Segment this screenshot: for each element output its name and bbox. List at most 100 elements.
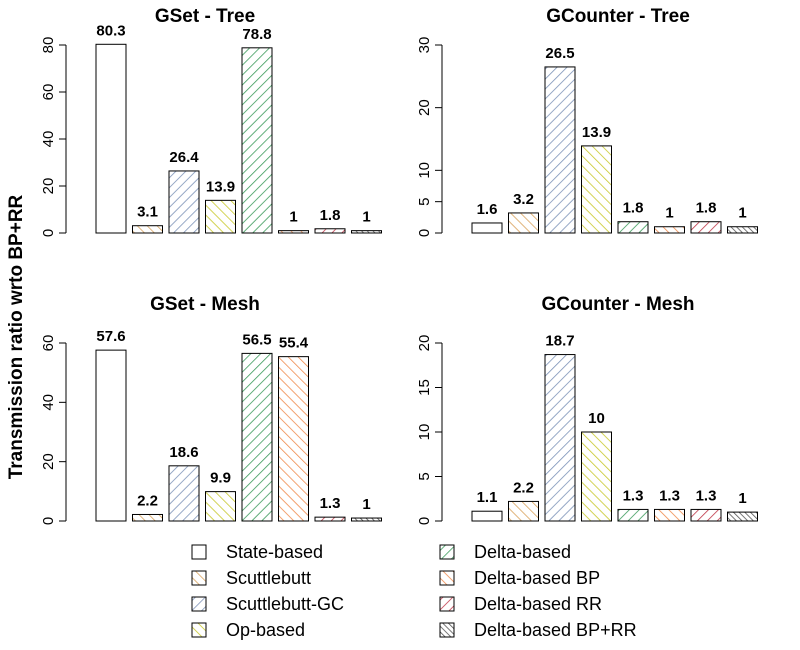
legend: State-based Scuttlebutt Scuttlebutt-GC Op-b… — [191, 542, 637, 640]
y-tick-label: 30 — [416, 37, 433, 54]
bar-state-based — [95, 43, 127, 234]
legend-label-delta-based-bp: Delta-based BP — [474, 568, 600, 588]
y-tick-label: 60 — [40, 84, 57, 101]
y-tick-label: 80 — [40, 37, 57, 54]
bar-delta-based — [617, 221, 649, 234]
y-tick-label: 0 — [416, 229, 433, 237]
y-tick-label: 20 — [416, 335, 433, 352]
bar-scuttlebutt — [132, 225, 163, 234]
data-label: 26.4 — [169, 149, 199, 166]
bar-op-based — [205, 491, 236, 522]
bar-delta-based-bp — [654, 508, 685, 522]
bar-scuttlebutt — [132, 513, 163, 522]
data-label: 3.2 — [513, 191, 534, 208]
legend-label-scuttlebutt-gc: Scuttlebutt-GC — [226, 594, 344, 614]
panel-title: GSet - Tree — [155, 6, 255, 27]
data-label: 26.5 — [545, 45, 574, 62]
bar-delta-based-bp — [278, 356, 309, 522]
data-label: 13.9 — [206, 178, 235, 195]
data-label: 1.8 — [623, 200, 644, 217]
legend-label-state-based: State-based — [226, 542, 323, 562]
y-tick-label: 10 — [416, 424, 433, 441]
legend-swatch-scuttlebutt-gc — [191, 596, 207, 612]
y-tick-label: 10 — [416, 162, 433, 179]
data-label: 1.3 — [623, 487, 644, 504]
bar-scuttlebutt-gc — [544, 354, 576, 522]
bar-scuttlebutt-gc — [168, 465, 200, 522]
bar-delta-based-bp — [654, 226, 685, 234]
bar-scuttlebutt-gc — [168, 170, 200, 234]
y-tick-label: 0 — [40, 229, 57, 237]
bar-scuttlebutt-gc — [544, 66, 576, 234]
data-label: 18.7 — [545, 333, 574, 350]
legend-swatch-state-based — [191, 544, 207, 560]
bar-scuttlebutt — [508, 212, 539, 234]
bar-delta-based-rr — [690, 221, 722, 234]
data-label: 1.1 — [477, 489, 498, 506]
legend-swatch-delta-based-bp — [439, 570, 455, 586]
y-tick-label: 60 — [40, 335, 57, 352]
bar-op-based — [205, 199, 236, 234]
y-tick-label: 20 — [40, 178, 57, 195]
data-label: 78.8 — [242, 26, 271, 43]
data-label: 3.1 — [137, 204, 158, 221]
data-label: 80.3 — [96, 22, 125, 39]
legend-label-delta-based-rr: Delta-based RR — [474, 594, 602, 614]
bar-state-based — [471, 510, 503, 522]
data-label: 1 — [738, 490, 746, 507]
panel-gset-mesh: GSet - Mesh 0 20 40 60 57.6 2.2 18.6 9.9 56.5 55.4… — [40, 294, 382, 525]
data-label: 1.3 — [696, 487, 717, 504]
data-label: 1.8 — [320, 207, 341, 224]
bar-delta-based-bp-rr — [727, 226, 758, 234]
panel-title: GCounter - Tree — [546, 6, 690, 27]
legend-swatch-delta-based-rr — [439, 596, 455, 612]
data-label: 1.8 — [696, 200, 717, 217]
y-axis-label: Transmission ratio wrto BP+RR — [6, 194, 27, 479]
y-tick-label: 0 — [40, 517, 57, 525]
data-label: 1.3 — [320, 495, 341, 512]
legend-swatch-delta-based-bp-rr — [439, 622, 455, 638]
y-tick-label: 5 — [416, 197, 433, 205]
data-label: 10 — [588, 410, 605, 427]
y-tick-label: 40 — [40, 131, 57, 148]
bar-delta-based — [617, 508, 649, 522]
bar-delta-based-bp-rr — [351, 230, 382, 234]
data-label: 1 — [665, 205, 673, 222]
data-label: 1 — [289, 209, 297, 226]
data-label: 13.9 — [582, 124, 611, 141]
data-label: 2.2 — [513, 479, 534, 496]
data-label: 18.6 — [169, 444, 198, 461]
bar-state-based — [471, 222, 503, 234]
panel-gcounter-mesh: GCounter - Mesh 0 5 10 15 20 1.1 2.2 18.7 10 1.3 1.… — [416, 294, 758, 525]
legend-swatch-delta-based — [439, 544, 455, 560]
data-label: 57.6 — [96, 328, 125, 345]
data-label: 55.4 — [279, 335, 309, 352]
bar-delta-based-rr — [690, 508, 722, 522]
y-tick-label: 40 — [40, 394, 57, 411]
bar-delta-based — [241, 47, 273, 234]
bar-delta-based — [241, 352, 273, 522]
data-label: 1 — [362, 209, 370, 226]
panel-title: GCounter - Mesh — [541, 294, 694, 315]
bar-state-based — [95, 349, 127, 522]
chart-panels: GSet - Tree 0 20 40 60 80 80.3 3.1 26.4 13.9 78.8 1… — [40, 6, 758, 525]
data-label: 1.3 — [659, 487, 680, 504]
data-label: 56.5 — [242, 331, 271, 348]
bar-delta-based-rr — [314, 228, 346, 234]
panel-gcounter-tree: GCounter - Tree 0 5 10 20 30 1.6 3.2 26.5 13.9 1.8… — [416, 6, 758, 237]
panel-title: GSet - Mesh — [150, 294, 260, 315]
y-tick-label: 20 — [416, 99, 433, 116]
bar-delta-based-bp-rr — [727, 511, 758, 522]
data-label: 1 — [738, 205, 746, 222]
bar-delta-based-bp — [278, 230, 309, 234]
legend-label-scuttlebutt: Scuttlebutt — [226, 568, 311, 588]
legend-label-op-based: Op-based — [226, 620, 305, 640]
data-label: 1 — [362, 496, 370, 513]
y-tick-label: 5 — [416, 472, 433, 480]
data-label: 1.6 — [477, 201, 498, 218]
y-tick-label: 0 — [416, 517, 433, 525]
data-label: 9.9 — [210, 470, 231, 487]
y-tick-label: 15 — [416, 379, 433, 396]
data-label: 2.2 — [137, 492, 158, 509]
